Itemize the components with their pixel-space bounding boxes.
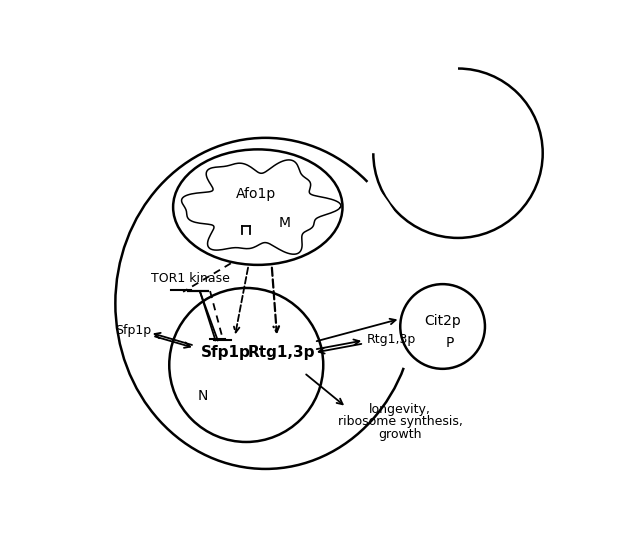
Text: longevity,: longevity, xyxy=(369,403,431,416)
Ellipse shape xyxy=(173,149,342,265)
Circle shape xyxy=(169,288,323,442)
Text: Afo1p: Afo1p xyxy=(236,187,277,201)
Circle shape xyxy=(400,284,485,369)
Text: growth: growth xyxy=(379,428,422,441)
Text: Sfp1p: Sfp1p xyxy=(201,345,251,360)
Text: Rtg1,3p: Rtg1,3p xyxy=(367,333,417,346)
Text: Rtg1,3p: Rtg1,3p xyxy=(247,345,315,360)
Text: TOR1 kinase: TOR1 kinase xyxy=(151,272,230,285)
Text: Cit2p: Cit2p xyxy=(424,314,461,328)
Text: M: M xyxy=(279,216,291,230)
Circle shape xyxy=(373,68,542,238)
Text: ribosome synthesis,: ribosome synthesis, xyxy=(338,416,463,429)
Text: N: N xyxy=(197,389,208,403)
Ellipse shape xyxy=(115,138,416,469)
Text: Sfp1p: Sfp1p xyxy=(115,324,151,337)
Text: P: P xyxy=(446,336,454,350)
